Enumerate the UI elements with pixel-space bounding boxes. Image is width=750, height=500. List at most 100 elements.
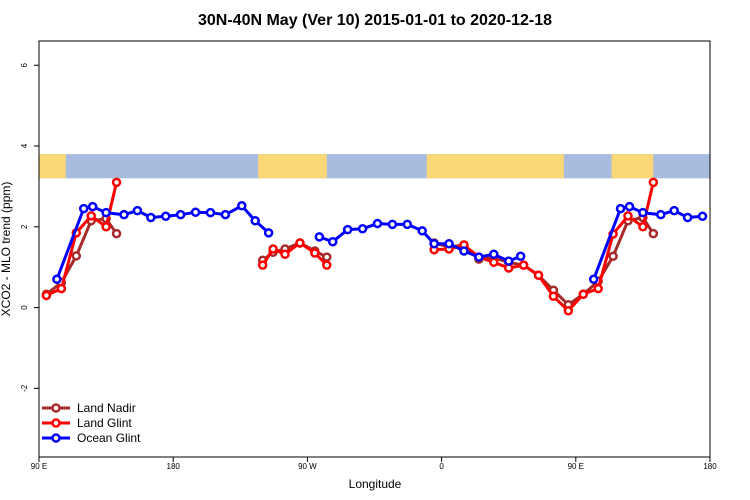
- land-glint-point: [56, 283, 67, 294]
- land-nadir-point: [111, 228, 122, 239]
- ocean-glint-point: [615, 203, 626, 214]
- ocean-glint-point: [669, 205, 679, 216]
- land-glint-point: [41, 290, 52, 301]
- ocean-glint-point: [638, 207, 648, 218]
- y-tick-label: -2: [20, 384, 29, 392]
- ocean-glint-point: [387, 219, 398, 230]
- legend-land-nadir-marker: [51, 403, 61, 413]
- ocean-glint-point: [357, 224, 368, 234]
- ocean-glint-point: [101, 207, 111, 218]
- land-glint-point: [280, 249, 290, 260]
- y-axis: -2 0 2 4 6: [20, 62, 39, 392]
- ocean-glint-point: [503, 256, 514, 266]
- ocean-glint-point: [624, 201, 635, 212]
- ocean-glint-point: [489, 249, 499, 260]
- ocean-glint-point: [87, 201, 98, 212]
- ocean-glint-point: [160, 211, 171, 222]
- land-glint-point: [518, 260, 529, 270]
- ocean-glint-point: [417, 226, 427, 236]
- land-glint-point: [86, 211, 96, 221]
- x-tick-label: 90 E: [568, 462, 584, 471]
- series-layer: [41, 177, 708, 316]
- ocean-glint-point: [429, 238, 439, 249]
- land-glint-point: [623, 211, 633, 221]
- land-glint-point: [578, 289, 589, 299]
- ocean-glint-point: [342, 224, 353, 235]
- legend-land-glint-marker: [51, 418, 61, 428]
- ocean-glint-point: [205, 207, 216, 218]
- land-nadir-point: [71, 251, 82, 261]
- x-tick-label: 0: [439, 462, 444, 471]
- land-glint-point: [268, 244, 278, 254]
- y-tick-label: 4: [20, 143, 29, 148]
- ocean-glint-point: [175, 209, 186, 220]
- land-glint-series: [41, 177, 659, 316]
- map-band-land: [258, 154, 327, 179]
- y-tick-label: 0: [20, 305, 29, 310]
- ocean-glint-point: [250, 215, 260, 226]
- ocean-glint-point: [327, 236, 338, 247]
- ocean-glint-point: [132, 205, 143, 216]
- land-glint-point: [648, 177, 659, 188]
- legend-ocean-glint-marker: [51, 433, 61, 443]
- land-glint-point: [101, 222, 111, 232]
- land-nadir-point: [608, 251, 618, 262]
- ocean-glint-point: [78, 203, 89, 214]
- land-nadir-point: [322, 252, 332, 262]
- ocean-glint-point: [697, 211, 708, 222]
- y-axis-label: XCO2 - MLO trend (ppm): [0, 182, 13, 317]
- x-tick-label: 180: [703, 462, 717, 471]
- land-glint-point: [638, 222, 648, 232]
- ocean-glint-point: [52, 274, 62, 285]
- x-axis: 90 E 180 90 W 0 90 E 180: [31, 457, 717, 471]
- ocean-glint-point: [146, 212, 156, 223]
- land-nadir-point: [648, 228, 659, 239]
- land-glint-point: [548, 291, 559, 302]
- land-glint-point: [257, 260, 268, 270]
- ocean-glint-point: [190, 207, 201, 217]
- y-tick-label: 2: [20, 224, 29, 229]
- ocean-glint-point: [588, 274, 599, 285]
- legend-ocean-glint-label: Ocean Glint: [77, 431, 141, 445]
- map-band: [39, 154, 710, 179]
- ocean-glint-point: [220, 209, 231, 220]
- ocean-glint-point: [656, 209, 666, 220]
- x-tick-label: 180: [167, 462, 181, 471]
- ocean-glint-point: [474, 252, 484, 262]
- ocean-glint-point: [263, 228, 274, 238]
- land-glint-point: [111, 177, 122, 188]
- ocean-glint-point: [314, 232, 325, 242]
- ocean-glint-point: [682, 212, 693, 223]
- map-band-land: [426, 154, 564, 179]
- land-nadir-line: [433, 216, 655, 307]
- ocean-glint-point: [372, 218, 383, 229]
- map-band-ocean: [39, 154, 710, 179]
- land-glint-line: [434, 182, 655, 313]
- x-axis-label: Longitude: [349, 477, 402, 491]
- plot-frame: [38, 40, 711, 458]
- ocean-glint-point: [119, 209, 129, 220]
- chart-title: 30N-40N May (Ver 10) 2015-01-01 to 2020-…: [198, 12, 552, 29]
- map-band-land: [611, 154, 654, 179]
- legend-land-glint-label: Land Glint: [77, 416, 132, 430]
- ocean-glint-series: [52, 201, 708, 285]
- land-glint-point: [563, 306, 574, 316]
- land-glint-point: [295, 238, 305, 248]
- x-tick-label: 90 W: [298, 462, 317, 471]
- land-glint-point: [489, 257, 499, 268]
- land-glint-point: [533, 270, 544, 281]
- x-tick-label: 90 E: [31, 462, 47, 471]
- land-glint-point: [593, 283, 603, 294]
- ocean-glint-point: [402, 219, 413, 230]
- ocean-glint-point: [459, 246, 469, 256]
- y-tick-label: 6: [20, 62, 29, 67]
- legend-land-nadir-label: Land Nadir: [77, 401, 136, 415]
- land-glint-point: [310, 248, 320, 258]
- ocean-glint-point: [237, 201, 247, 211]
- map-band-land: [39, 154, 66, 179]
- land-glint-point: [322, 260, 332, 270]
- ocean-glint-point: [444, 238, 454, 249]
- ocean-glint-point: [515, 251, 526, 262]
